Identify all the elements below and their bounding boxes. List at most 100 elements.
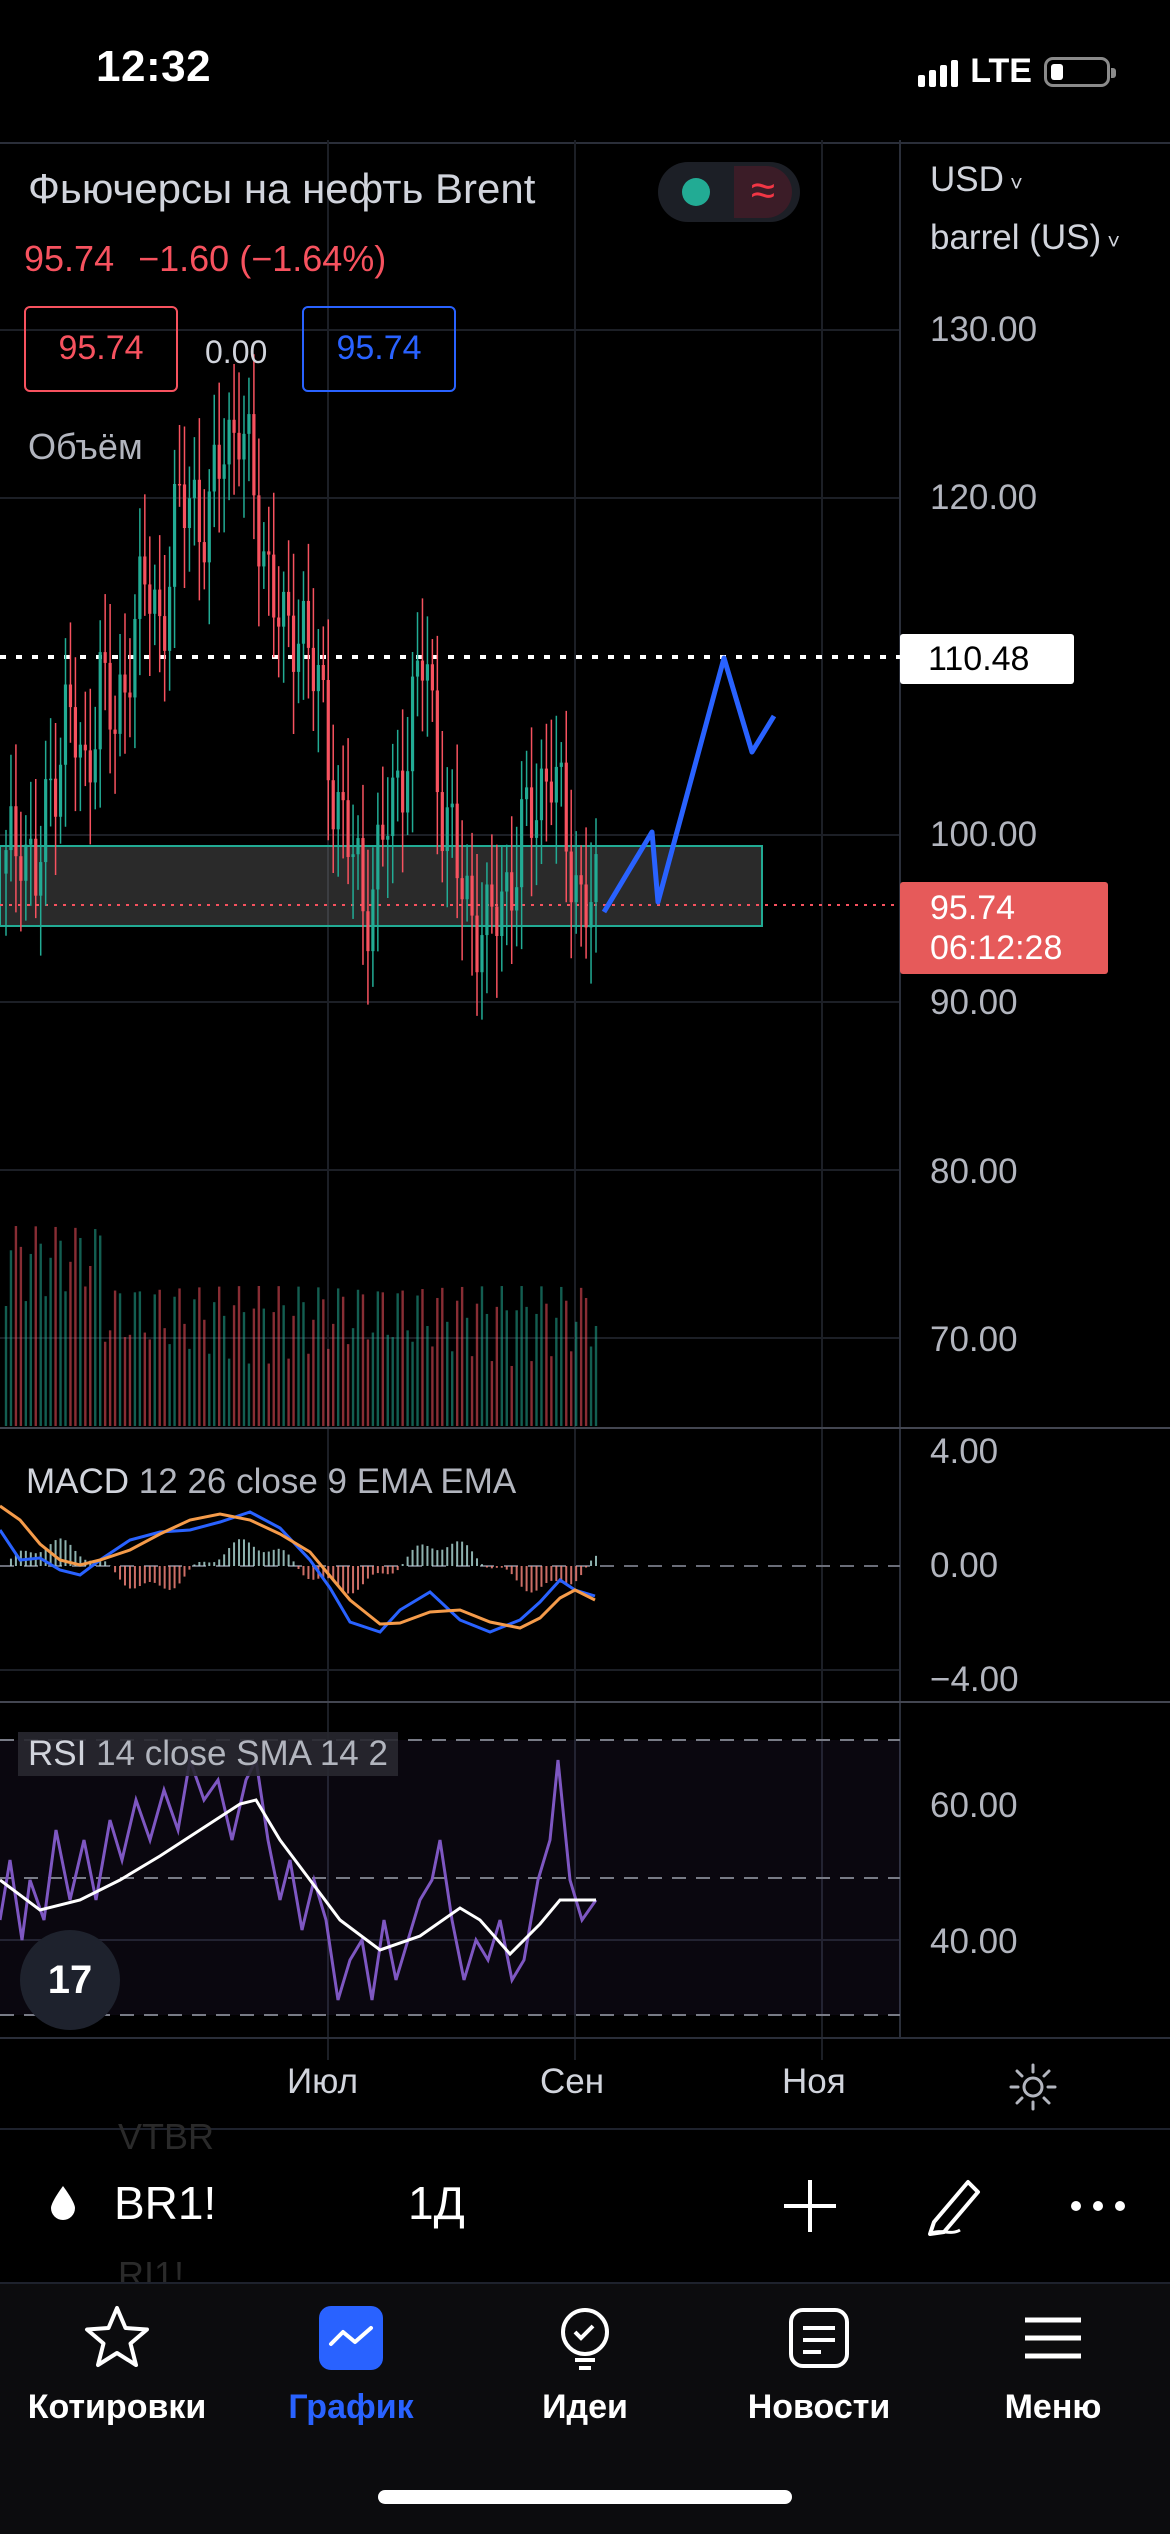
volume-bar (144, 1333, 146, 1426)
volume-bar (595, 1326, 597, 1426)
candle-body (99, 652, 102, 749)
volume-bar (357, 1290, 359, 1426)
volume-bar (535, 1314, 537, 1426)
volume-bar (277, 1286, 279, 1426)
tradingview-logo-icon[interactable]: 17 (20, 1930, 120, 2030)
symbol-title[interactable]: Фьючерсы на нефть Brent (28, 165, 535, 213)
candle-body (550, 782, 553, 803)
macd-hist-bar (233, 1542, 235, 1566)
time-tick: Июл (287, 2062, 358, 2102)
candle-body (525, 787, 528, 799)
settings-sun-icon[interactable] (1008, 2062, 1058, 2112)
market-status-pill[interactable]: ≈ (658, 162, 800, 222)
unit-selector[interactable]: barrel (US) ˅ (930, 218, 1120, 258)
volume-bar (238, 1286, 240, 1426)
time-tick: Ноя (782, 2062, 846, 2102)
macd-hist-bar (149, 1566, 151, 1582)
macd-hist-bar (362, 1566, 364, 1584)
tab-menu[interactable]: Меню (936, 2294, 1170, 2427)
symbol-selector[interactable]: BR1! (114, 2176, 216, 2230)
candle-body (575, 875, 578, 902)
volume-bar (99, 1236, 101, 1426)
candle-body (64, 685, 67, 765)
more-icon[interactable] (1068, 2196, 1128, 2216)
rsi-legend[interactable]: RSI 14 close SMA 14 2 (18, 1732, 398, 1776)
volume-bar (168, 1344, 170, 1426)
candle-body (555, 767, 558, 803)
candle-body (342, 792, 345, 800)
interval-selector[interactable]: 1Д (408, 2176, 465, 2230)
macd-hist-bar (169, 1566, 171, 1590)
sell-button[interactable]: 95.74 (24, 306, 178, 392)
volume-bar (119, 1293, 121, 1426)
tab-ideas[interactable]: Идеи (468, 2294, 702, 2427)
candle-body (44, 779, 47, 862)
macd-hist-bar (268, 1552, 270, 1566)
candle-body (401, 771, 404, 813)
macd-hist-bar (248, 1542, 250, 1566)
last-price: 95.74 (24, 238, 114, 279)
candle-body (173, 484, 176, 587)
news-icon (783, 2302, 855, 2374)
volume-bar (35, 1226, 37, 1426)
macd-hist-bar (402, 1564, 404, 1566)
macd-hist-bar (531, 1566, 533, 1592)
status-time: 12:32 (96, 42, 211, 92)
volume-bar (268, 1364, 270, 1426)
macd-hist-bar (377, 1566, 379, 1573)
macd-hist-bar (218, 1559, 220, 1566)
tab-news[interactable]: Новости (702, 2294, 936, 2427)
horizontal-line-price-tag[interactable]: 110.48 (900, 634, 1074, 684)
commodity-drop-icon (48, 2184, 78, 2220)
candle-body (584, 884, 587, 927)
candle-body (560, 763, 563, 767)
plus-icon[interactable] (780, 2176, 840, 2236)
pencil-icon[interactable] (920, 2170, 990, 2240)
volume-bar (525, 1307, 527, 1426)
macd-hist-bar (501, 1566, 503, 1568)
volume-bar (520, 1286, 522, 1426)
macd-hist-bar (164, 1566, 166, 1589)
price-tick: 90.00 (930, 983, 1018, 1023)
volume-bar (253, 1309, 255, 1426)
candle-body (515, 887, 518, 910)
candle-body (540, 769, 543, 821)
volume-bar (466, 1318, 468, 1426)
volume-bar (292, 1316, 294, 1426)
candle-body (113, 730, 116, 734)
volume-bar (347, 1344, 349, 1426)
candle-body (475, 916, 478, 973)
volume-bar (228, 1359, 230, 1426)
volume-bar (406, 1330, 408, 1426)
macd-hist-bar (521, 1566, 523, 1587)
volume-bar (10, 1250, 12, 1426)
current-price-value: 95.74 (930, 888, 1108, 928)
candle-body (19, 856, 22, 881)
macd-legend[interactable]: MACD 12 26 close 9 EMA EMA (26, 1462, 516, 1502)
volume-bar (560, 1287, 562, 1426)
macd-hist-bar (496, 1566, 498, 1568)
volume-label[interactable]: Объём (28, 426, 143, 468)
tab-chart[interactable]: График (234, 2294, 468, 2427)
volume-bar (89, 1266, 91, 1426)
rsi-tick: 40.00 (930, 1922, 1018, 1962)
price-tick: 120.00 (930, 478, 1037, 518)
volume-bar (44, 1296, 46, 1426)
currency-selector[interactable]: USD ˅ (930, 160, 1023, 200)
candle-body (451, 804, 454, 808)
macd-hist-bar (446, 1547, 448, 1566)
volume-bar (461, 1287, 463, 1426)
candle-body (480, 935, 483, 972)
volume-bar (456, 1301, 458, 1426)
candle-body (416, 661, 419, 677)
volume-bar (511, 1366, 513, 1426)
tab-quotes[interactable]: Котировки (0, 2294, 234, 2427)
volume-bar (74, 1228, 76, 1426)
price-tick: 100.00 (930, 815, 1037, 855)
candle-body (223, 464, 226, 478)
chevron-down-icon: ˅ (1004, 171, 1023, 196)
volume-bar (352, 1328, 354, 1426)
buy-button[interactable]: 95.74 (302, 306, 456, 392)
volume-bar (282, 1305, 284, 1426)
volume-bar (258, 1286, 260, 1426)
